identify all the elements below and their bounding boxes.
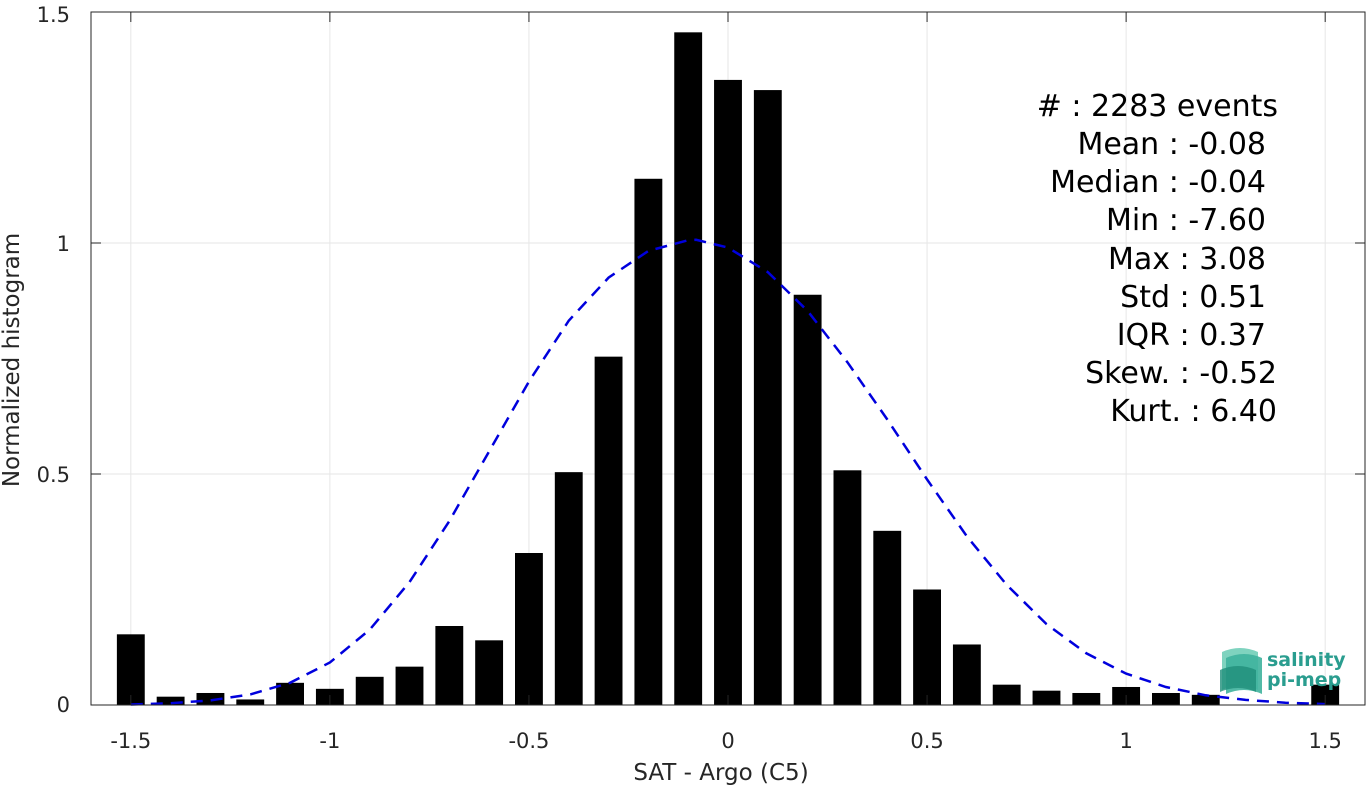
histogram-bar: [793, 294, 822, 705]
histogram-bar: [913, 589, 941, 705]
x-tick-label: -1: [319, 729, 340, 753]
histogram-bar: [833, 470, 862, 705]
logo-line2: pi-mep: [1267, 669, 1341, 691]
histogram-bar: [355, 676, 384, 705]
stat-iqr: IQR : 0.37: [1117, 318, 1266, 353]
histogram-bar: [116, 634, 145, 705]
y-tick-label: 0.5: [37, 463, 70, 487]
x-tick-label: -1.5: [110, 729, 151, 753]
histogram-bar: [554, 472, 583, 705]
y-axis-label: Normalized histogram: [0, 233, 25, 487]
histogram-bar: [714, 79, 742, 705]
x-tick-labels: -1.5 -1 -0.5 0 0.5 1 1.5: [110, 729, 1342, 753]
stat-median: Median : -0.04: [1050, 165, 1266, 200]
histogram-bar: [1311, 684, 1340, 705]
histogram-bar: [1152, 692, 1180, 705]
wave-icon: [1220, 648, 1262, 694]
histogram-bar: [753, 90, 782, 705]
x-tick-label: 1.5: [1308, 729, 1341, 753]
x-tick-label: 1: [1119, 729, 1132, 753]
histogram-bar: [156, 696, 185, 705]
bars: [116, 32, 1340, 706]
histogram-bar: [952, 644, 981, 705]
histogram-bar: [236, 699, 265, 705]
histogram-bar: [1072, 692, 1101, 705]
y-tick-label: 1.5: [37, 3, 70, 27]
histogram-bar: [395, 666, 424, 705]
stat-count: # : 2283 events: [1037, 89, 1278, 124]
stat-kurt: Kurt. : 6.40: [1110, 394, 1277, 429]
histogram-bar: [1032, 690, 1061, 705]
histogram-bar: [634, 178, 663, 706]
stats-box: # : 2283 events Mean : -0.08 Median : -0…: [1037, 89, 1278, 429]
stat-mean: Mean : -0.08: [1077, 127, 1266, 162]
histogram-bar: [594, 356, 623, 705]
histogram-bar: [674, 32, 703, 705]
x-tick-label: 0: [721, 729, 734, 753]
histogram-bar: [873, 530, 902, 705]
stat-std: Std : 0.51: [1120, 280, 1266, 315]
salinity-pimep-logo: salinity pi-mep: [1220, 648, 1346, 694]
histogram-bar: [435, 625, 464, 705]
histogram-bar: [1191, 694, 1220, 705]
x-tick-label: 0.5: [910, 729, 943, 753]
histogram-bar: [992, 684, 1021, 705]
stat-min: Min : -7.60: [1106, 203, 1266, 238]
histogram-bar: [475, 640, 504, 705]
histogram-bar: [515, 553, 543, 705]
stat-skew: Skew. : -0.52: [1085, 356, 1277, 391]
stat-max: Max : 3.08: [1108, 242, 1266, 277]
x-tick-label: -0.5: [508, 729, 549, 753]
ticks: [91, 11, 1365, 706]
y-tick-labels: 0 0.5 1 1.5: [37, 3, 70, 717]
histogram-bar: [276, 682, 304, 705]
y-tick-label: 0: [57, 693, 70, 717]
logo-line1: salinity: [1267, 649, 1346, 671]
x-axis-label: SAT - Argo (C5): [633, 760, 808, 786]
y-tick-label: 1: [57, 232, 70, 256]
histogram-bar: [196, 692, 225, 705]
